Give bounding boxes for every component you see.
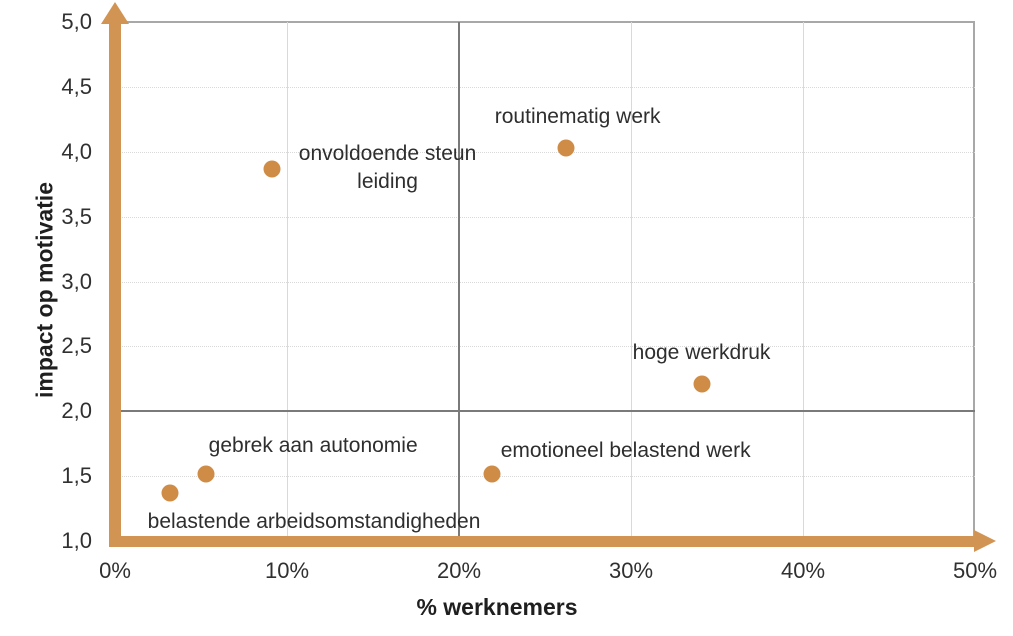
data-point-label-line: emotioneel belastend werk — [500, 438, 751, 462]
data-point — [161, 484, 179, 502]
data-point-label-line: hoge werkdruk — [632, 341, 771, 364]
gridline-horizontal — [115, 476, 975, 478]
data-point — [197, 465, 215, 483]
data-point — [263, 160, 281, 178]
gridline-vertical-major — [458, 22, 460, 541]
y-tick-label: 3,0 — [61, 268, 92, 294]
data-point-label-line: belastende arbeidsomstandigheden — [147, 509, 481, 533]
x-tick-label: 40% — [780, 558, 826, 583]
x-tick-label: 0% — [99, 558, 131, 583]
gridline-horizontal — [115, 216, 975, 218]
gridline-vertical — [803, 22, 804, 541]
x-axis-line — [109, 536, 974, 547]
data-point-label-line: leiding — [357, 169, 418, 193]
gridline-horizontal-major — [115, 410, 975, 413]
x-tick-label: 30% — [608, 558, 654, 583]
gridline-horizontal — [115, 281, 975, 283]
x-tick-label: 10% — [264, 558, 310, 583]
y-tick-label: 2,5 — [61, 333, 92, 359]
data-point — [557, 139, 575, 157]
gridline-horizontal — [115, 151, 975, 153]
data-point-label-line: onvoldoende steun — [298, 141, 477, 165]
data-point-label: routinematig werk — [495, 103, 661, 131]
y-axis-title: impact op motivatie — [31, 182, 58, 398]
data-point-label: onvoldoende steun leiding — [299, 140, 477, 196]
x-tick-label: 20% — [436, 558, 482, 583]
x-tick-label: 50% — [952, 558, 998, 583]
data-point — [483, 465, 501, 483]
y-tick-label: 1,5 — [61, 463, 92, 489]
y-axis-arrow-icon — [101, 2, 129, 24]
y-tick-label: 1,0 — [61, 528, 92, 553]
data-point-label: gebrek aan autonomie — [209, 432, 418, 460]
data-point-label: emotioneel belastend werk — [501, 437, 751, 465]
y-tick-label: 4,0 — [61, 138, 92, 164]
gridline-horizontal — [115, 86, 975, 88]
data-point-label-line: routinematig werk — [494, 104, 661, 128]
y-tick-label: 2,0 — [61, 398, 92, 424]
y-axis-line — [109, 22, 121, 547]
y-tick-label: 3,5 — [61, 203, 92, 229]
y-tick-label: 4,5 — [61, 73, 92, 99]
x-axis-arrow-icon — [974, 530, 996, 552]
gridline-vertical — [631, 22, 632, 541]
gridline-vertical — [287, 22, 288, 541]
data-point-label: belastende arbeidsomstandigheden — [148, 508, 481, 536]
gridline-horizontal — [115, 346, 975, 348]
data-point-label: hoge werkdruk — [633, 339, 771, 367]
data-point — [693, 375, 711, 393]
x-axis-title: % werknemers — [416, 594, 578, 620]
data-point-label-line: gebrek aan autonomie — [208, 433, 418, 457]
y-tick-label: 5,0 — [61, 9, 92, 34]
